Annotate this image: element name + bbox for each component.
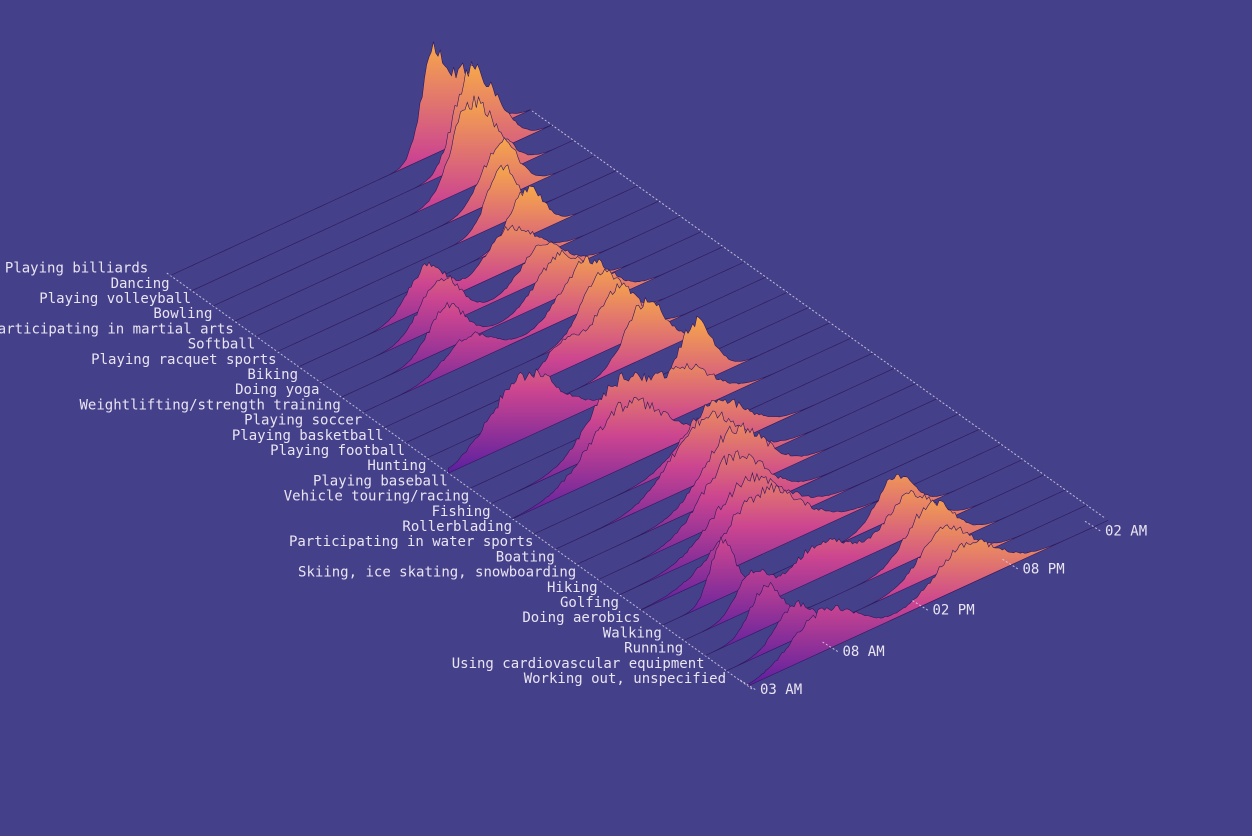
time-tick-label: 08 PM xyxy=(1023,561,1065,577)
time-tick-connector xyxy=(1002,558,1019,570)
ridge-weightlifting-strength-training xyxy=(362,246,723,413)
row-label: Skiing, ice skating, snowboarding xyxy=(298,565,576,581)
ridge-biking xyxy=(319,216,681,383)
guide-lines xyxy=(165,110,1105,690)
row-label: Using cardiovascular equipment xyxy=(452,656,705,672)
row-label: Golfing xyxy=(560,595,619,611)
ridge-playing-racquet-sports xyxy=(298,200,659,368)
row-label: Biking xyxy=(247,367,298,383)
time-axis-labels: 03 AM 08 AM 02 PM 08 PM 02 AM xyxy=(739,520,1147,698)
row-label: Softball xyxy=(188,337,255,353)
row-label: Doing aerobics xyxy=(522,610,640,626)
time-tick-label: 02 PM xyxy=(933,603,975,619)
row-label: Playing billiards xyxy=(5,261,148,277)
row-label: Playing racquet sports xyxy=(91,352,276,368)
time-tick-connector xyxy=(822,641,839,653)
row-label: Weightlifting/strength training xyxy=(80,397,341,413)
row-label: Hunting xyxy=(367,458,426,474)
row-label: Bowling xyxy=(153,306,212,322)
row-label: Boating xyxy=(496,549,555,565)
ridge-softball xyxy=(277,185,638,352)
row-label: Doing yoga xyxy=(235,382,319,398)
guide-line-end xyxy=(531,110,1105,518)
ridge-playing-volleyball xyxy=(212,95,574,307)
ridges xyxy=(170,41,1109,687)
row-label: Hiking xyxy=(547,580,598,596)
row-label: Running xyxy=(624,641,683,657)
row-label: Dancing xyxy=(111,276,170,292)
time-tick-label: 08 AM xyxy=(843,644,885,660)
ridge-playing-basketball xyxy=(405,276,766,444)
ridge-running xyxy=(705,489,1066,656)
time-tick-label: 02 AM xyxy=(1105,523,1147,539)
time-tick-connector xyxy=(1084,520,1102,532)
ridge-rollerblading xyxy=(533,368,895,535)
row-label: Playing baseball xyxy=(313,473,448,489)
time-tick-label: 03 AM xyxy=(760,682,802,698)
row-label: Playing football xyxy=(270,443,405,459)
time-tick-connector xyxy=(739,679,757,691)
row-label: Rollerblading xyxy=(402,519,512,535)
row-label: Vehicle touring/racing xyxy=(284,489,469,505)
row-label: Working out, unspecified xyxy=(524,671,726,687)
row-label: Walking xyxy=(603,625,662,641)
row-label: Participating in martial arts xyxy=(0,321,234,337)
ridge-working-out-unspecified xyxy=(747,520,1109,687)
row-label: Playing basketball xyxy=(232,428,384,444)
row-label: Participating in water sports xyxy=(289,534,533,550)
row-label: Playing soccer xyxy=(244,413,362,429)
row-label: Playing volleyball xyxy=(39,291,191,307)
ridge-using-cardiovascular-equipment xyxy=(726,504,1087,672)
time-tick-connector xyxy=(912,600,929,612)
row-label: Fishing xyxy=(432,504,491,520)
